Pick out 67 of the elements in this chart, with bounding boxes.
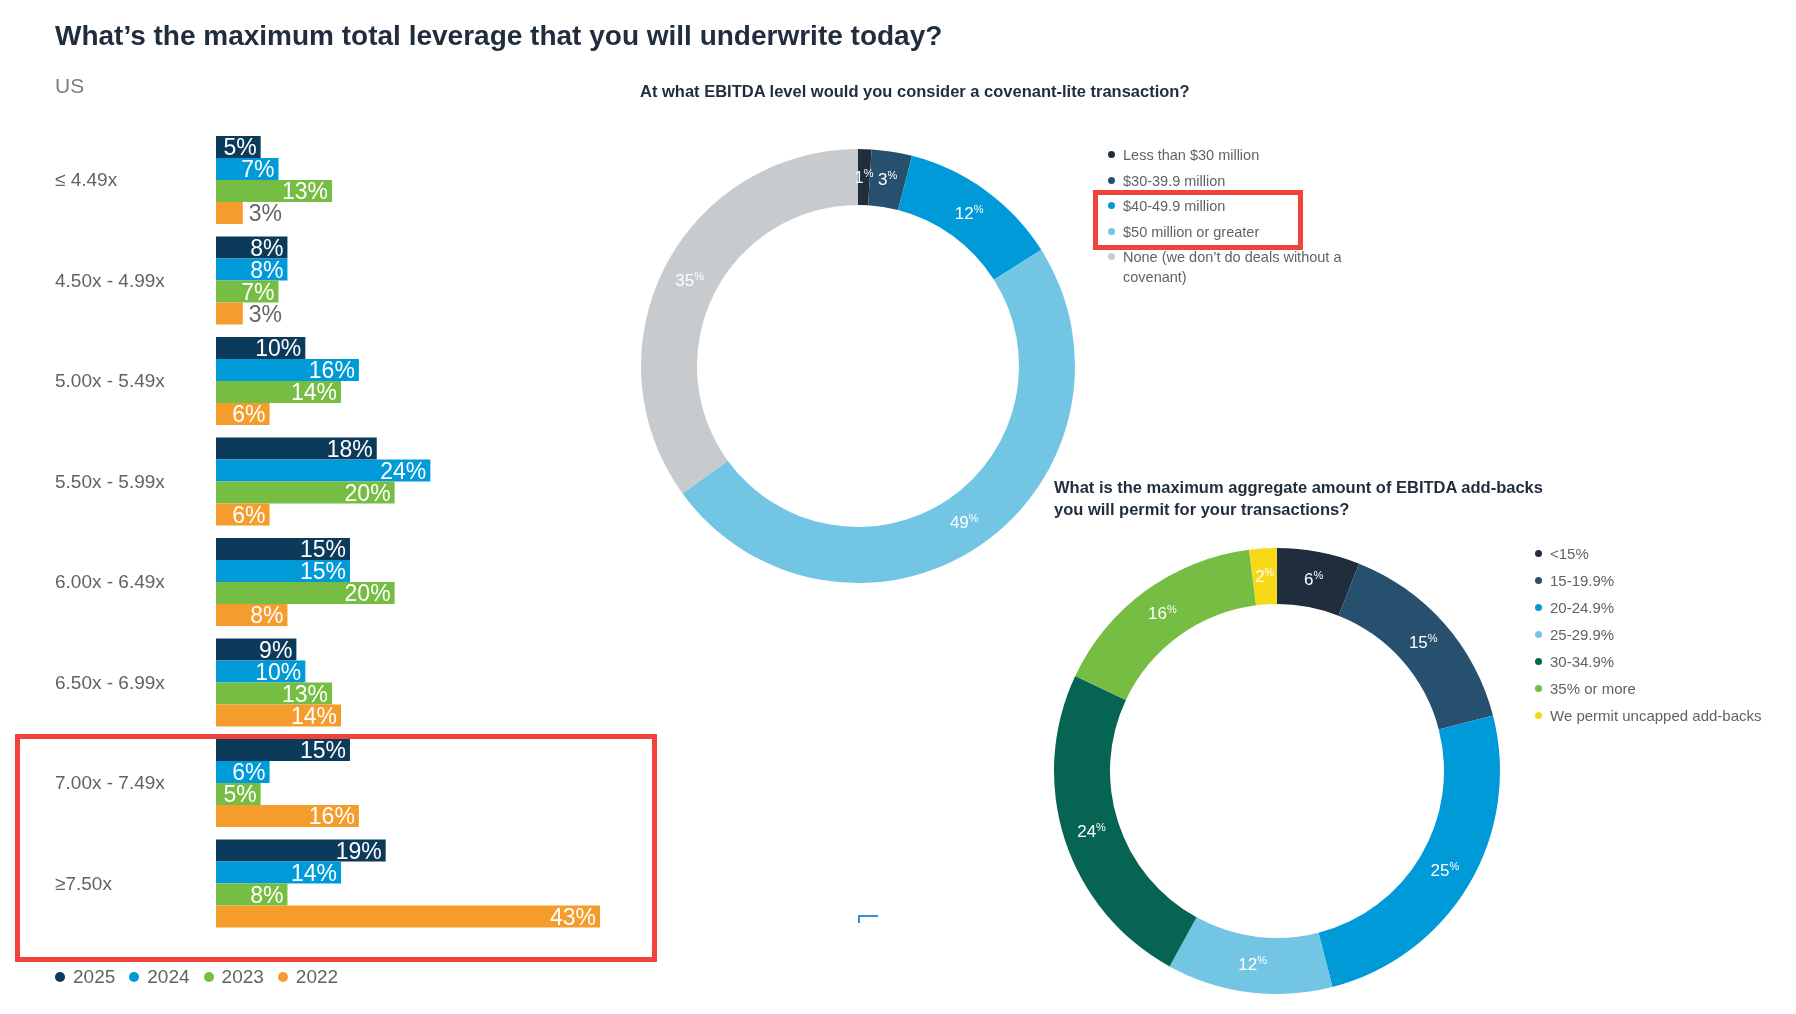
legend-label: 2023 xyxy=(220,966,264,988)
legend-label: Less than $30 million xyxy=(1123,146,1260,165)
data-label: 2$^{%}$ xyxy=(1255,566,1275,587)
donut-slice xyxy=(1318,715,1500,987)
y-tick-label: 5.00x - 5.49x xyxy=(55,370,166,392)
y-tick-label: ≥7.50x xyxy=(55,872,113,894)
data-label: 15% xyxy=(299,737,346,763)
data-label: 49$^{%}$ xyxy=(949,512,979,533)
legend-label: $30-39.9 million xyxy=(1123,171,1226,191)
data-label: 15$^{%}$ xyxy=(1408,632,1438,653)
data-label: 19% xyxy=(335,837,382,864)
data-label: 3$^{%}$ xyxy=(877,169,898,190)
data-label: 6% xyxy=(232,501,266,528)
donut-slice xyxy=(1169,917,1333,994)
legend-label: We permit uncapped add-backs xyxy=(1550,706,1762,726)
data-label: 16% xyxy=(308,803,355,829)
data-label: 12$^{%}$ xyxy=(1238,954,1268,975)
y-tick-label: 6.50x - 6.99x xyxy=(55,671,166,693)
chart-subtitle: US xyxy=(55,74,85,98)
legend-label: 2022 xyxy=(294,966,339,988)
donut-slice xyxy=(898,155,1042,280)
donut-slice xyxy=(1054,676,1197,967)
data-label: 8% xyxy=(250,881,284,908)
data-label: 43% xyxy=(549,903,596,930)
data-label: 10% xyxy=(255,335,302,361)
y-tick-label: 6.00x - 6.49x xyxy=(55,571,166,593)
data-label: 8% xyxy=(250,602,284,628)
legend-label: <15% xyxy=(1550,544,1589,564)
y-tick-label: 5.50x - 5.99x xyxy=(55,470,166,492)
chart-title: What is the maximum aggregate amount of EBITDA add-backs you will permit for your transactions? xyxy=(1054,477,1544,520)
data-label: 6$^{%}$ xyxy=(1303,569,1324,590)
legend-label: 15-19.9% xyxy=(1550,571,1615,591)
bar xyxy=(216,302,243,325)
legend-label: $40-49.9 million xyxy=(1123,197,1226,216)
legend-label: 2025 xyxy=(72,966,116,988)
data-label: 13% xyxy=(282,178,329,204)
donut-slice xyxy=(1277,548,1360,616)
y-tick-label: 7.00x - 7.49x xyxy=(55,772,166,794)
legend-label: 35% or more xyxy=(1550,679,1636,699)
data-label: 20% xyxy=(344,580,391,606)
data-label: 16$^{%}$ xyxy=(1148,603,1177,624)
donut-slice xyxy=(1249,548,1277,606)
legend-label: $50 million or greater xyxy=(1123,222,1260,242)
data-label: 24$^{%}$ xyxy=(1077,821,1107,842)
legend-label: None (we don’t do deals without a covenant) xyxy=(1123,248,1343,287)
data-label: 6% xyxy=(232,401,266,427)
y-tick-label: ≤ 4.49x xyxy=(55,169,118,191)
bar xyxy=(216,459,431,482)
data-label: 14% xyxy=(290,859,338,886)
legend-label: 30-34.9% xyxy=(1550,652,1615,672)
donut-slice xyxy=(1075,549,1257,700)
data-label: 3% xyxy=(248,200,283,226)
legend-label: 20-24.9% xyxy=(1550,598,1615,618)
legend-label: 2024 xyxy=(146,966,190,988)
bar xyxy=(216,582,395,604)
bar xyxy=(216,481,395,504)
data-label: 25$^{%}$ xyxy=(1430,860,1460,881)
y-tick-label: 4.50x - 4.99x xyxy=(55,269,166,291)
chart-title: What’s the maximum total leverage that you will underwrite today? xyxy=(55,20,943,52)
chart-title: At what EBITDA level would you consider a covenant-lite transaction? xyxy=(640,81,1191,102)
data-label: 18% xyxy=(326,435,373,462)
bar xyxy=(216,202,243,224)
bar xyxy=(216,839,386,862)
legend-label: 25-29.9% xyxy=(1550,625,1615,645)
data-label: 12$^{%}$ xyxy=(954,203,984,224)
donut-slice xyxy=(1338,563,1493,730)
bar xyxy=(216,905,600,928)
